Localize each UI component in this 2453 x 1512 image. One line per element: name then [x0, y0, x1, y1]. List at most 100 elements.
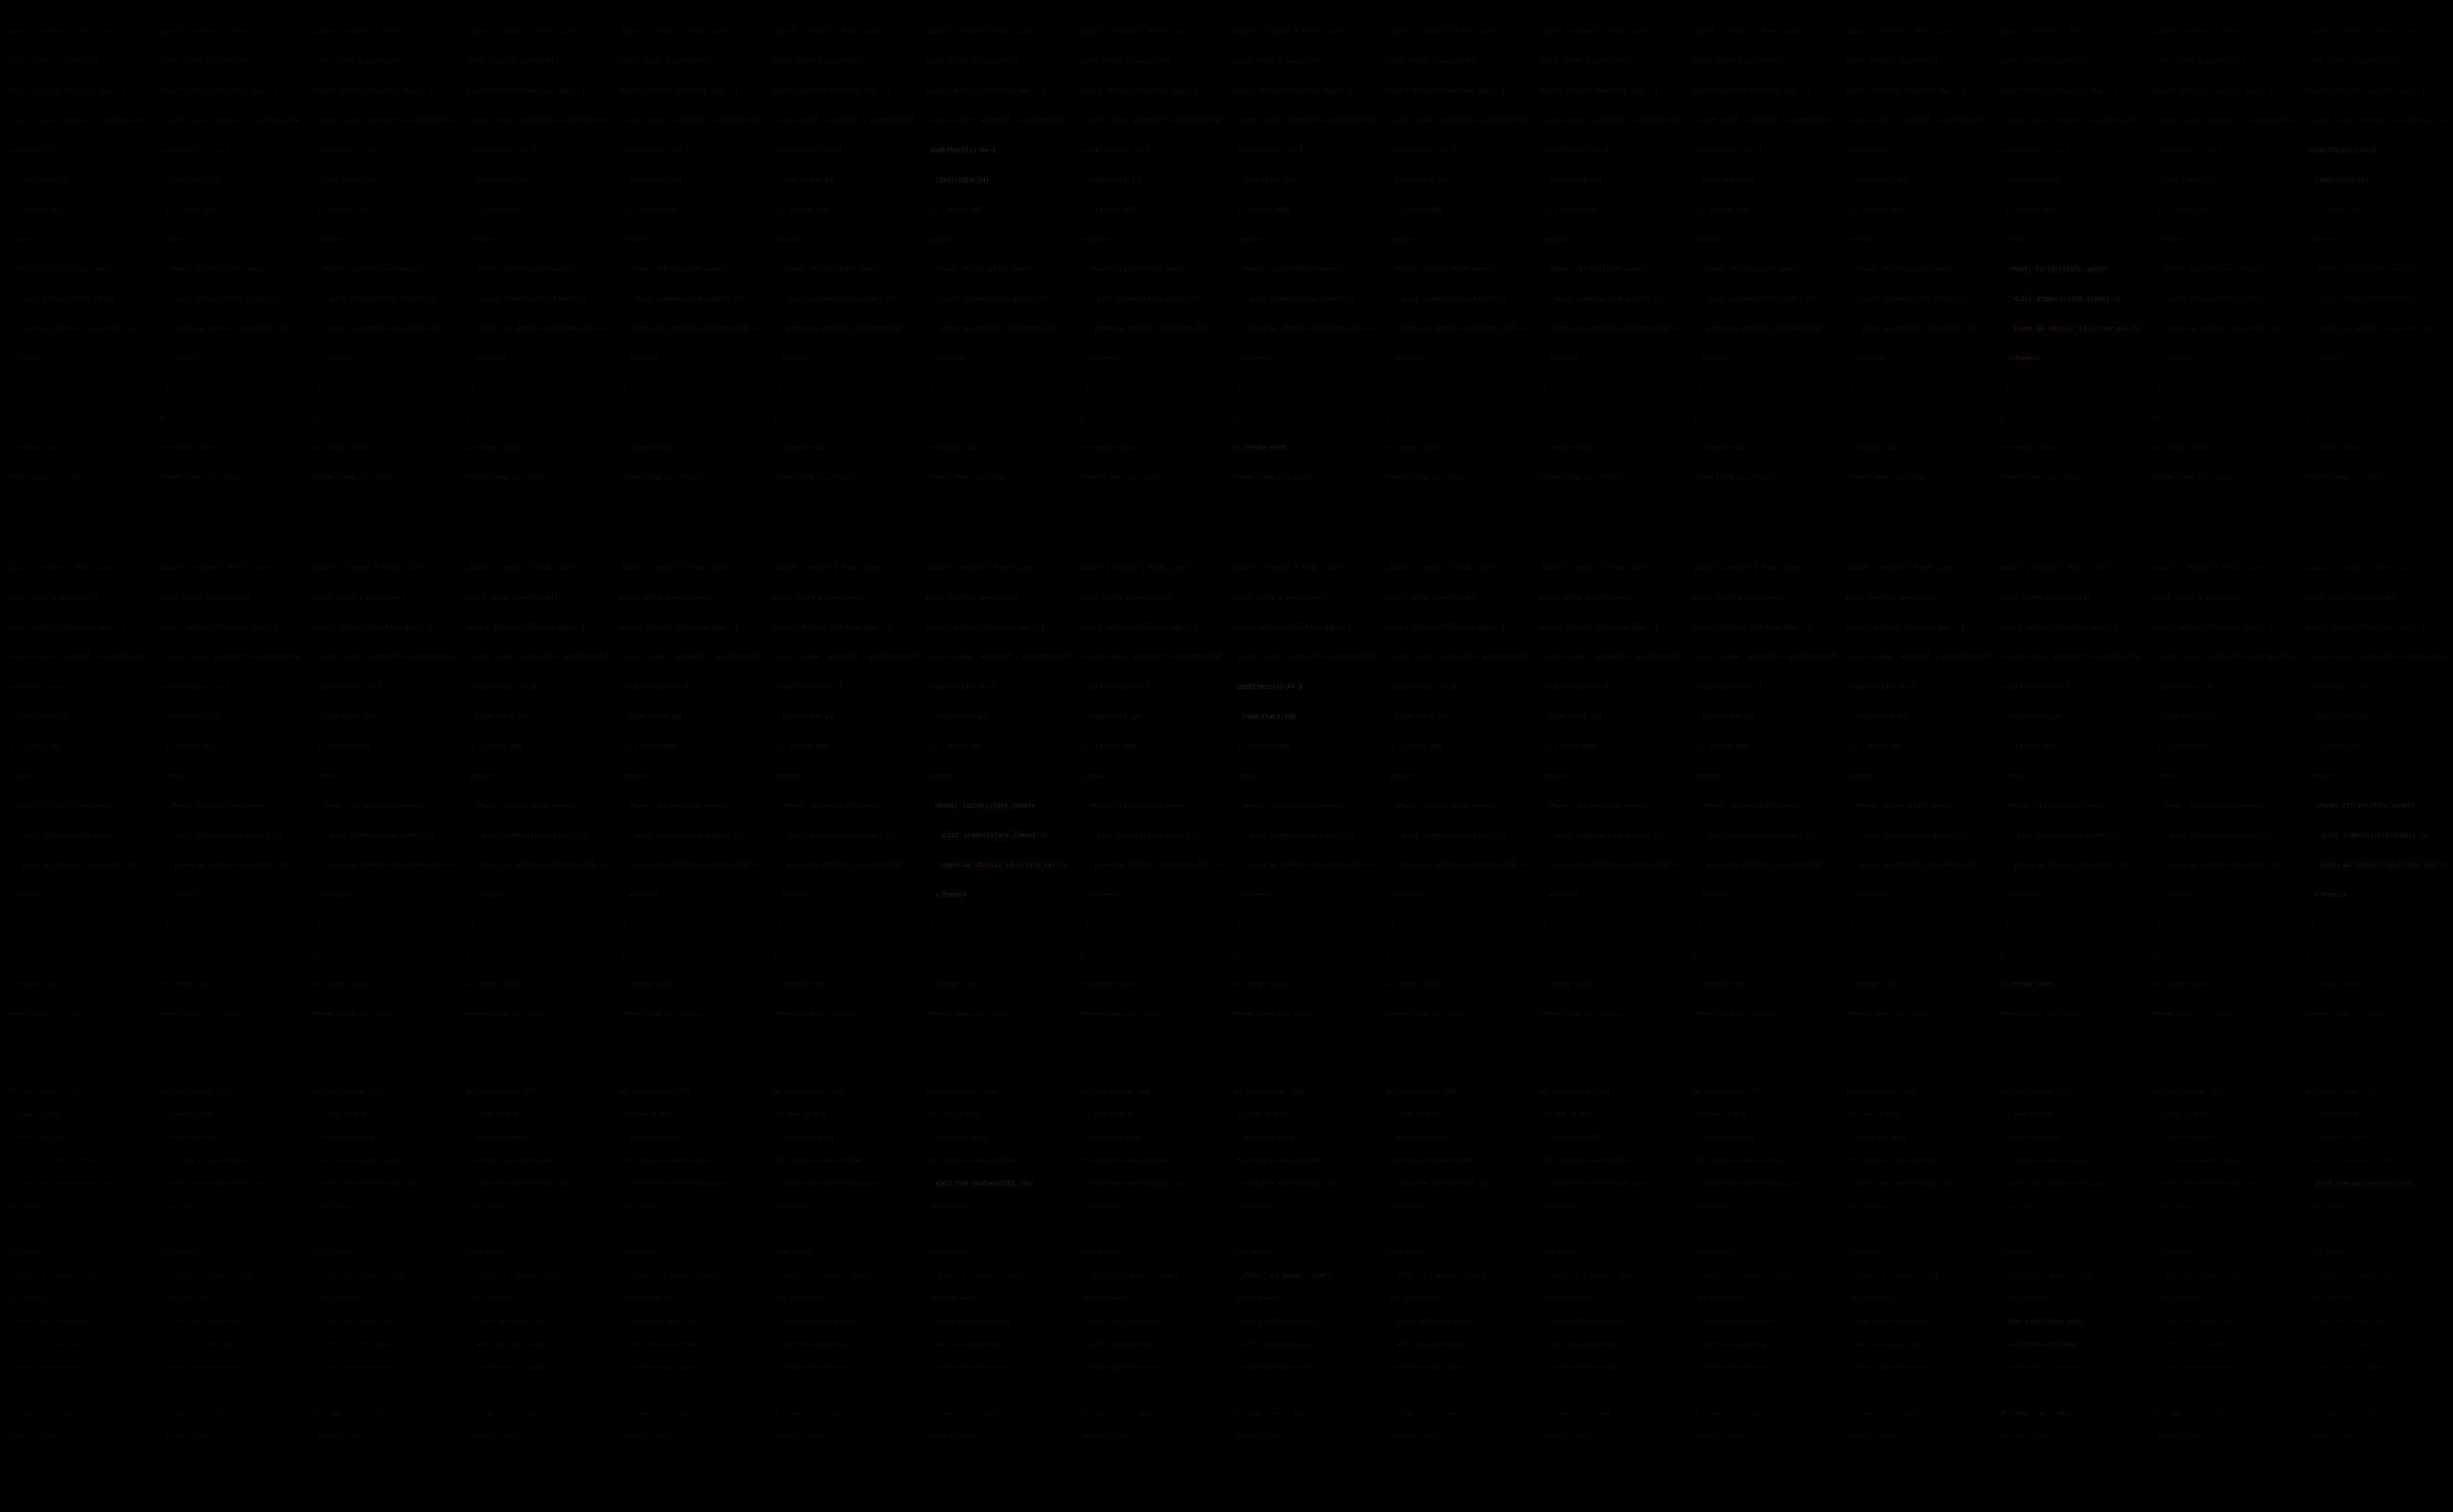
code-line: <Panel title={state.name}> — [169, 265, 269, 273]
code-line: <Panel title={state.name}> — [2162, 802, 2262, 810]
code-line: </Panel> — [1242, 355, 1273, 362]
code-line: useEffect(() => { — [164, 147, 230, 154]
code-line: useEffect(() => { — [2310, 683, 2376, 691]
code-line: const [open, setOpen] = useState(false) — [164, 653, 301, 661]
code-tile: import { render } from 'core' const state… — [1073, 537, 1226, 1073]
code-line: {open && <Detail id={state.id} />} — [173, 861, 301, 869]
code-line: Runner().step() — [624, 1433, 674, 1440]
code-line: ) — [1390, 921, 1395, 928]
code-line: return ctx.empty — [2315, 1134, 2368, 1141]
code-line: import { render } from 'core' — [1539, 28, 1651, 35]
code-line: load(state.id) — [1548, 176, 1603, 184]
code-line — [772, 522, 914, 537]
code-line: }, [state.id]) — [2004, 206, 2058, 214]
code-line: load(state.id) — [475, 713, 530, 721]
code-line: const state = useStore() — [2305, 57, 2398, 65]
code-line: const state = useStore() — [619, 57, 712, 65]
code-line: const [open, setOpen] = useState(false) — [1544, 653, 1681, 661]
code-line — [1999, 522, 2141, 537]
code-line: }, [state.id]) — [1084, 743, 1138, 750]
code-line — [1999, 1029, 2141, 1059]
code-line: export default function App() { — [772, 87, 892, 95]
code-line: ) — [164, 384, 169, 392]
code-line: return len(self.queue) — [1395, 1364, 1468, 1371]
code-line: const state = useStore() — [1845, 57, 1938, 65]
code-line: // render root — [926, 980, 980, 988]
code-tile: import { render } from 'core' const state… — [153, 537, 307, 1073]
code-line: return ( — [164, 236, 195, 243]
code-tile: import { render } from 'core' const state… — [2300, 0, 2453, 537]
code-line: return ( — [1697, 236, 1729, 243]
code-line: return ctx.empty — [169, 1134, 221, 1141]
code-line: <Panel title={state.name}> — [475, 802, 576, 810]
code-line: if __name__ == '__main__': — [159, 1410, 244, 1417]
code-line: import { render } from 'core' — [1386, 564, 1498, 572]
code-line: // render root — [159, 444, 214, 451]
code-line — [772, 493, 914, 522]
code-line: return ( — [1237, 236, 1269, 243]
code-line: ctx.flush() — [1084, 1203, 1120, 1210]
code-line: <List items={state.items} /> — [2166, 832, 2275, 839]
code-line: export default function App() { — [1999, 624, 2119, 631]
code-line: ctx.flush() — [470, 1203, 507, 1210]
code-line: ) — [624, 921, 629, 928]
code-line: return ctx.empty — [15, 1134, 68, 1141]
code-line — [312, 1495, 454, 1512]
code-line: Runner().step() — [1850, 1433, 1900, 1440]
code-line: Runner().step() — [1237, 1433, 1287, 1440]
code-line: if node is None: — [777, 1111, 830, 1118]
code-line: class Runner: — [619, 1249, 662, 1256]
code-line: def resolve(node, ctx): — [312, 1088, 388, 1095]
code-line: Runner().step() — [11, 1433, 60, 1440]
code-line: export default function App() { — [619, 87, 739, 95]
code-line: def resolve(node, ctx): — [1232, 1088, 1308, 1095]
code-line: </Panel> — [169, 355, 200, 362]
code-line — [466, 1380, 608, 1403]
code-line: useEffect(() => { — [317, 147, 383, 154]
code-line: self.sink.write(item) — [1395, 1341, 1464, 1348]
code-line: return ( — [1390, 772, 1422, 780]
code-line: <Panel title={state.name}> — [1855, 802, 1956, 810]
code-line — [1692, 493, 1834, 522]
code-line: __slots__ = ('queue', 'sink') — [1544, 1272, 1639, 1279]
code-line: <List items={state.items} /> — [1707, 832, 1815, 839]
code-line: const [open, setOpen] = useState(false) — [624, 653, 761, 661]
code-line — [1539, 1380, 1681, 1403]
code-line: ) — [470, 384, 475, 392]
code-line: const state = useStore() — [926, 57, 1019, 65]
code-line: import { render } from 'core' — [619, 564, 731, 572]
code-line: const [open, setOpen] = useState(false) — [11, 117, 148, 125]
code-line: if node is None: — [1237, 1111, 1290, 1118]
code-line: class Runner: — [1845, 1249, 1889, 1256]
code-line: {open && <Detail id={state.id} />} — [1247, 325, 1374, 332]
code-line: useEffect(() => { — [1850, 683, 1916, 691]
code-line: <List items={state.items} /> — [1553, 832, 1662, 839]
code-tile: import { render } from 'core' const state… — [1686, 0, 1840, 537]
code-tile: import { render } from 'core' const state… — [0, 537, 153, 1073]
code-tile: import { render } from 'core' const state… — [767, 0, 920, 537]
code-line: import { render } from 'core' — [1386, 28, 1498, 35]
code-line: import { render } from 'core' — [1079, 564, 1191, 572]
code-line: {open && <Detail id={state.id} />} — [2013, 325, 2141, 332]
code-line: render(<App />, root) — [6, 473, 87, 481]
code-line: export default function App() { — [1692, 624, 1812, 631]
code-line: } — [159, 414, 164, 422]
code-line: {open && <Detail id={state.id} />} — [2320, 325, 2447, 332]
code-line: Runner().step() — [1544, 1433, 1593, 1440]
code-line — [926, 1219, 1067, 1242]
code-line: <Panel title={state.name}> — [15, 802, 116, 810]
code-line: def step(self): — [1850, 1295, 1900, 1302]
code-line: render(<App />, root) — [1692, 473, 1774, 481]
code-line: __slots__ = ('queue', 'sink') — [470, 1272, 565, 1279]
code-line: <List items={state.items} /> — [1860, 295, 1968, 303]
code-line: if node is None: — [470, 1111, 523, 1118]
code-line: const [open, setOpen] = useState(false) — [2157, 117, 2294, 125]
code-line: load(state.id) — [475, 176, 530, 184]
code-line: item = self.queue.pop() — [322, 1318, 398, 1325]
code-line: yield from resolve(child, ctx) — [1242, 1180, 1341, 1187]
code-line: ) — [11, 384, 15, 392]
code-line: item = self.queue.pop() — [2315, 1318, 2391, 1325]
code-line: // render root — [312, 980, 367, 988]
code-line — [1386, 1380, 1527, 1403]
code-line: <Panel title={state.name}> — [935, 265, 1036, 273]
